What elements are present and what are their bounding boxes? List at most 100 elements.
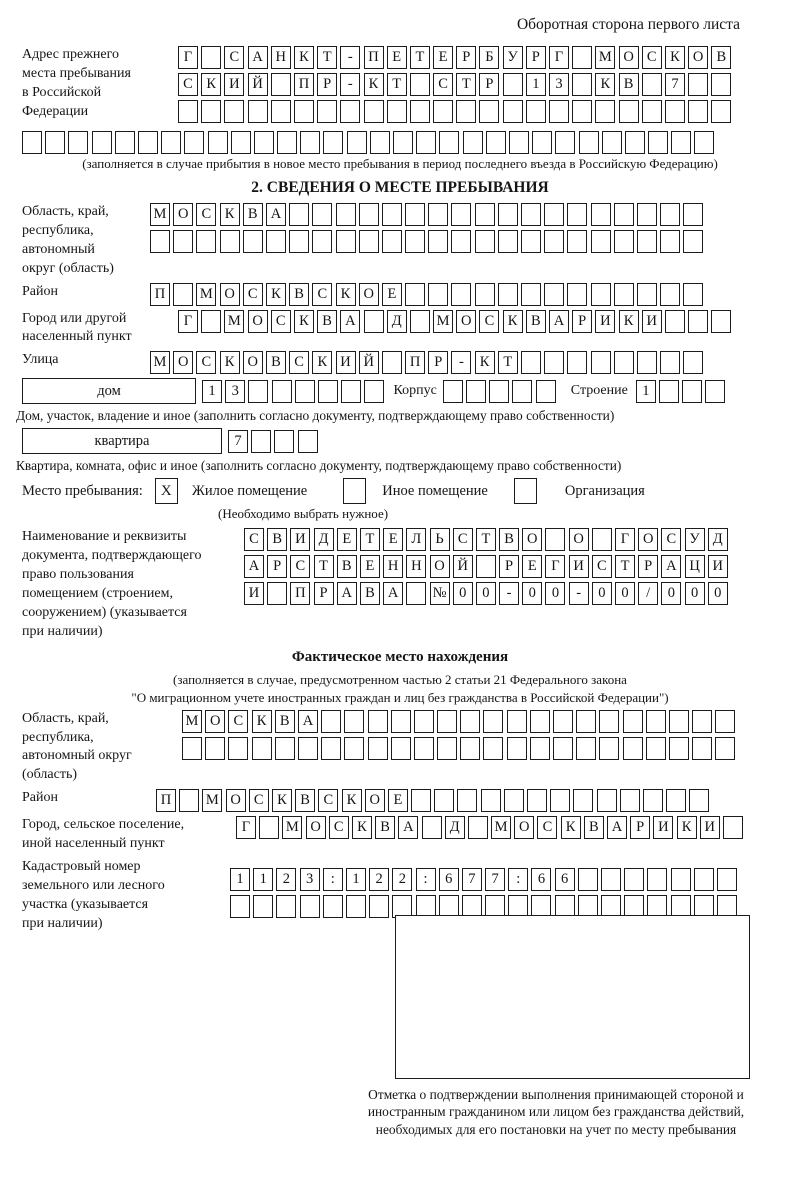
char-box[interactable] [590, 282, 611, 306]
char-box[interactable] [711, 309, 732, 333]
char-box[interactable] [345, 895, 366, 919]
char-box[interactable] [367, 736, 388, 760]
char-box[interactable] [344, 709, 365, 733]
char-box[interactable] [381, 230, 402, 253]
char-box[interactable] [688, 100, 709, 123]
char-box[interactable]: С [289, 351, 310, 375]
char-box[interactable] [201, 309, 222, 333]
char-box[interactable]: 0 [707, 582, 728, 606]
char-box[interactable] [274, 429, 295, 453]
char-box[interactable] [660, 203, 681, 226]
char-box[interactable]: Г [178, 46, 198, 69]
char-box[interactable] [321, 736, 342, 760]
char-box[interactable]: Д [444, 816, 465, 840]
char-box[interactable] [405, 282, 426, 306]
char-box[interactable]: М [202, 789, 223, 813]
char-box[interactable]: О [638, 528, 659, 552]
char-box[interactable] [251, 736, 272, 760]
char-box[interactable]: К [502, 309, 523, 333]
char-box[interactable] [409, 309, 430, 333]
char-box[interactable]: В [359, 582, 380, 606]
char-box[interactable]: Р [456, 46, 477, 69]
char-box[interactable]: Т [456, 73, 477, 96]
char-box[interactable] [300, 131, 321, 154]
char-box[interactable] [525, 100, 546, 123]
char-box[interactable]: - [340, 46, 361, 69]
char-box[interactable]: С [270, 309, 291, 333]
char-box[interactable] [521, 230, 541, 253]
char-box[interactable]: С [641, 46, 662, 69]
char-box[interactable] [421, 816, 442, 840]
char-box[interactable] [178, 100, 198, 123]
char-box[interactable] [437, 736, 458, 760]
char-box[interactable]: О [225, 789, 246, 813]
char-box[interactable] [613, 230, 634, 253]
char-box[interactable]: 6 [531, 868, 552, 892]
char-box[interactable] [411, 789, 432, 813]
char-box[interactable]: Т [475, 528, 496, 552]
char-box[interactable] [433, 100, 454, 123]
char-box[interactable]: А [297, 709, 318, 733]
char-box[interactable] [393, 131, 413, 154]
char-box[interactable] [683, 351, 704, 375]
char-box[interactable] [205, 736, 226, 760]
char-box[interactable] [251, 429, 272, 453]
char-box[interactable]: К [201, 73, 222, 96]
char-box[interactable] [682, 379, 703, 403]
char-box[interactable]: О [688, 46, 709, 69]
char-box[interactable] [289, 230, 310, 253]
char-box[interactable]: В [711, 46, 732, 69]
char-box[interactable] [230, 131, 251, 154]
char-box[interactable] [668, 736, 689, 760]
char-box[interactable] [179, 789, 200, 813]
char-box[interactable]: А [340, 309, 361, 333]
char-box[interactable] [532, 131, 553, 154]
char-box[interactable]: С [537, 816, 558, 840]
char-box[interactable]: 1 [202, 379, 222, 403]
char-box[interactable] [483, 736, 504, 760]
char-box[interactable] [660, 351, 681, 375]
char-box[interactable] [335, 230, 356, 253]
char-box[interactable]: О [364, 789, 385, 813]
char-box[interactable] [619, 789, 640, 813]
char-box[interactable] [460, 709, 481, 733]
char-box[interactable] [645, 709, 666, 733]
char-box[interactable] [483, 709, 504, 733]
residence-checkbox-2[interactable] [343, 478, 367, 505]
char-box[interactable]: Р [428, 351, 449, 375]
char-box[interactable] [689, 789, 710, 813]
char-box[interactable] [428, 203, 449, 226]
char-box[interactable]: 0 [452, 582, 473, 606]
char-box[interactable] [664, 309, 685, 333]
char-box[interactable]: Р [638, 555, 659, 579]
char-box[interactable] [466, 379, 487, 403]
char-box[interactable] [381, 351, 402, 375]
char-box[interactable] [576, 736, 597, 760]
char-box[interactable]: А [244, 555, 264, 579]
char-box[interactable]: О [456, 309, 477, 333]
char-box[interactable] [267, 582, 288, 606]
char-box[interactable]: И [641, 309, 662, 333]
char-box[interactable] [457, 789, 478, 813]
char-box[interactable]: Е [336, 528, 357, 552]
char-box[interactable]: Г [545, 555, 566, 579]
char-box[interactable] [479, 100, 500, 123]
char-box[interactable] [381, 203, 402, 226]
char-box[interactable]: 2 [276, 868, 297, 892]
char-box[interactable]: В [375, 816, 396, 840]
char-box[interactable]: К [219, 351, 240, 375]
char-box[interactable]: О [173, 203, 194, 226]
char-box[interactable] [716, 868, 737, 892]
char-box[interactable] [207, 131, 228, 154]
char-box[interactable] [413, 736, 434, 760]
char-box[interactable] [475, 555, 496, 579]
char-box[interactable] [683, 203, 704, 226]
char-box[interactable] [390, 709, 411, 733]
char-box[interactable] [409, 73, 430, 96]
char-box[interactable]: Р [499, 555, 520, 579]
char-box[interactable] [68, 131, 89, 154]
char-box[interactable] [224, 100, 245, 123]
char-box[interactable] [114, 131, 135, 154]
char-box[interactable] [529, 736, 550, 760]
char-box[interactable] [271, 379, 292, 403]
